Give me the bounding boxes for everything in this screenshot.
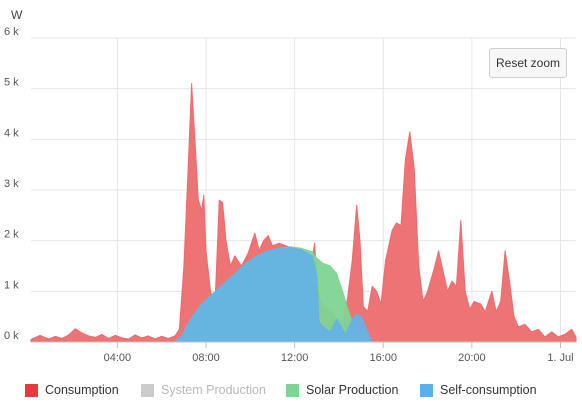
legend-label: Self-consumption xyxy=(440,383,537,397)
x-tick-label: 16:00 xyxy=(369,352,397,364)
chart-legend: Consumption System Production Solar Produc… xyxy=(0,378,582,402)
legend-swatch xyxy=(25,383,38,397)
y-axis-unit-label: W xyxy=(11,8,23,22)
x-tick-label: 20:00 xyxy=(458,352,486,364)
axes: 0 k 1 k 2 k 3 k 4 k 5 k 6 k 04:00 08:00 12:00 16:0… xyxy=(4,26,576,364)
x-tick-label: 12:00 xyxy=(281,352,309,364)
y-tick-label: 4 k xyxy=(4,127,19,139)
legend-item-consumption[interactable]: Consumption xyxy=(25,378,119,402)
legend-swatch xyxy=(141,383,154,397)
legend-item-solar-production[interactable]: Solar Production xyxy=(286,378,398,402)
x-tick-label: 1. Jul xyxy=(547,352,573,364)
series-areas xyxy=(30,83,577,343)
reset-zoom-button[interactable]: Reset zoom xyxy=(489,48,567,78)
legend-item-system-production[interactable]: System Production xyxy=(141,378,266,402)
y-tick-label: 5 k xyxy=(4,77,19,89)
y-tick-label: 3 k xyxy=(4,178,19,190)
legend-swatch xyxy=(286,383,299,397)
series-area-self-consumption[interactable] xyxy=(174,247,373,343)
y-tick-label: 2 k xyxy=(4,229,19,241)
legend-label: System Production xyxy=(161,383,266,397)
x-tick-label: 04:00 xyxy=(104,352,132,364)
legend-label: Consumption xyxy=(45,383,119,397)
y-tick-label: 0 k xyxy=(4,330,19,342)
grid-lines xyxy=(31,37,576,343)
legend-item-self-consumption[interactable]: Self-consumption xyxy=(420,378,537,402)
x-tick-label: 08:00 xyxy=(192,352,220,364)
legend-swatch xyxy=(420,383,433,397)
y-tick-label: 1 k xyxy=(4,279,19,291)
legend-label: Solar Production xyxy=(306,383,399,397)
y-tick-label: 6 k xyxy=(4,26,19,38)
